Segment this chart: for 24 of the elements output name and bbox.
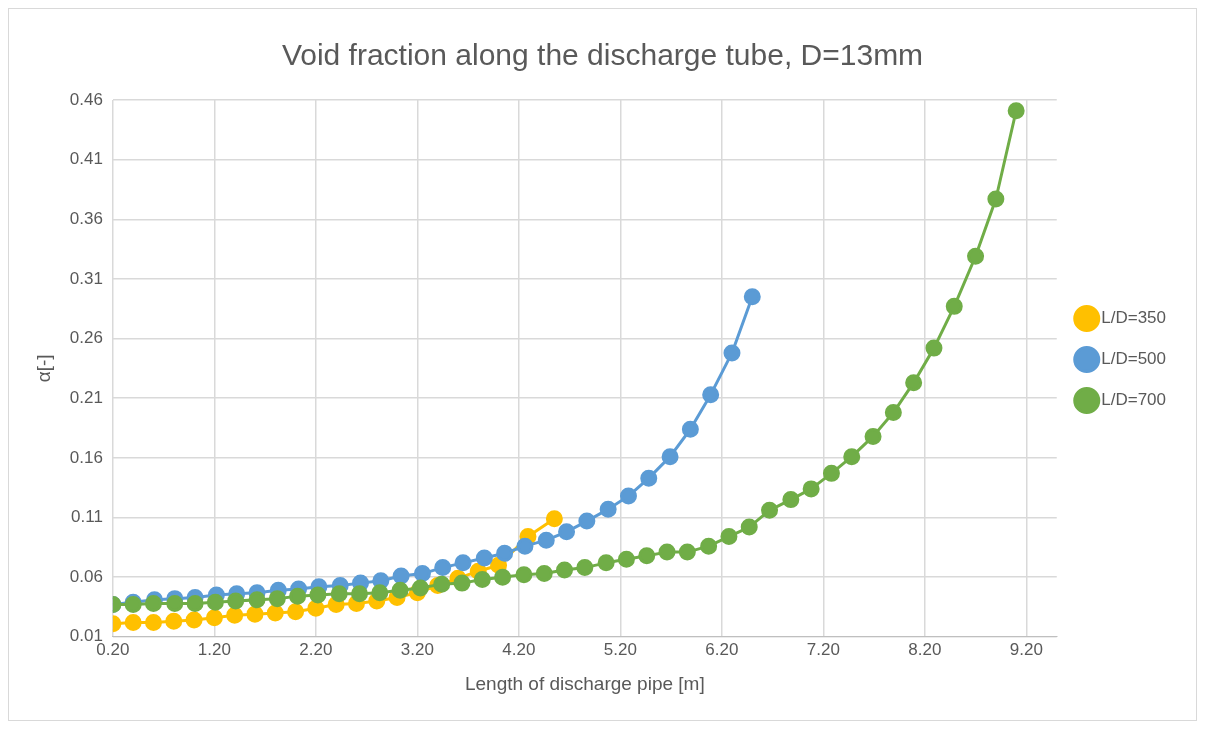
y-tick-label: 0.31 [69,268,103,288]
x-tick-label: 5.20 [603,639,637,659]
x-tick-label: 6.20 [705,639,739,659]
y-tick-label: 0.21 [69,387,103,407]
y-tick-label: 0.11 [71,507,103,527]
x-tick-label: 8.20 [908,639,942,659]
y-axis-title: α[-] [32,354,54,383]
x-tick-label: 9.20 [1009,639,1043,659]
x-tick-label: 7.20 [806,639,840,659]
chart-title: Void fraction along the discharge tube, D=13mm [281,38,924,72]
x-axis-title: Length of discharge pipe [m] [464,672,705,694]
x-tick-label: 1.20 [197,639,231,659]
x-tick-label: 4.20 [502,639,536,659]
y-tick-label: 0.41 [69,149,103,169]
y-tick-label: 0.16 [69,447,103,467]
legend-label: L/D=500 [1101,349,1166,369]
y-tick-label: 0.26 [69,328,103,348]
x-tick-label: 2.20 [299,639,333,659]
y-tick-label: 0.36 [69,208,103,228]
legend-label: L/D=700 [1101,390,1166,410]
y-tick-label: 0.06 [69,566,103,586]
x-tick-label: 3.20 [400,639,434,659]
legend-label: L/D=350 [1101,308,1166,328]
y-tick-label: 0.46 [69,89,103,109]
